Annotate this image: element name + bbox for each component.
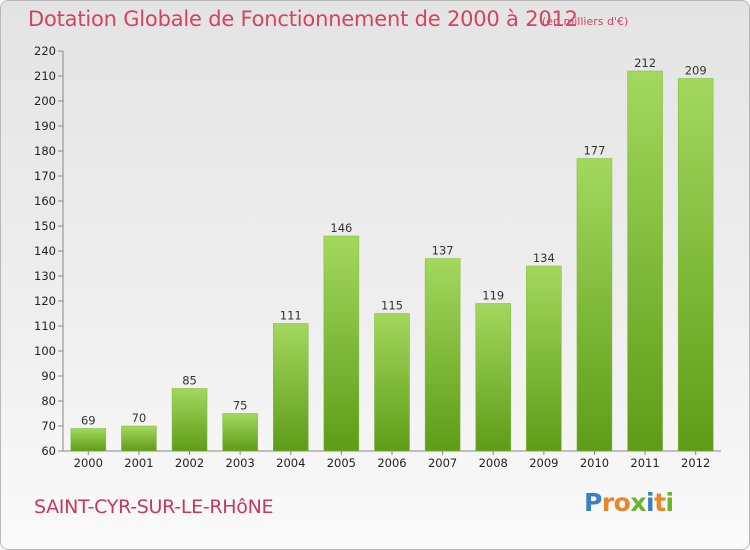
bar bbox=[121, 425, 157, 452]
logo-letter: t bbox=[654, 488, 666, 517]
bar-value-label: 115 bbox=[381, 299, 403, 313]
chart-subtitle: (en milliers d'€) bbox=[542, 15, 629, 28]
bar-value-label: 69 bbox=[81, 414, 96, 428]
x-tick-label: 2008 bbox=[479, 456, 508, 470]
bar bbox=[627, 70, 663, 452]
y-tick-label: 140 bbox=[34, 244, 56, 258]
y-tick-label: 80 bbox=[41, 394, 56, 408]
x-tick-label: 2012 bbox=[681, 456, 710, 470]
y-tick-label: 200 bbox=[34, 94, 56, 108]
bar-value-label: 177 bbox=[583, 144, 605, 158]
x-tick-label: 2009 bbox=[529, 456, 558, 470]
y-tick-label: 110 bbox=[34, 319, 56, 333]
x-tick-label: 2002 bbox=[175, 456, 204, 470]
y-tick-label: 90 bbox=[41, 369, 56, 383]
y-tick-label: 180 bbox=[34, 144, 56, 158]
logo-letter: i bbox=[646, 488, 655, 517]
y-tick-label: 130 bbox=[34, 269, 56, 283]
logo-letter: o bbox=[613, 488, 631, 517]
x-tick-label: 2005 bbox=[327, 456, 356, 470]
y-tick-label: 100 bbox=[34, 344, 56, 358]
y-tick-label: 210 bbox=[34, 69, 56, 83]
x-tick-label: 2000 bbox=[74, 456, 103, 470]
bar-value-label: 85 bbox=[182, 374, 197, 388]
bar-value-label: 137 bbox=[432, 244, 454, 258]
commune-name: SAINT-CYR-SUR-LE-RHôNE bbox=[34, 496, 274, 518]
bar bbox=[222, 413, 258, 452]
y-tick-label: 60 bbox=[41, 444, 56, 458]
bar bbox=[576, 158, 613, 452]
y-tick-label: 170 bbox=[34, 169, 56, 183]
y-tick-label: 160 bbox=[34, 194, 56, 208]
bar bbox=[677, 78, 714, 452]
bar bbox=[323, 235, 360, 452]
bar-value-label: 134 bbox=[533, 251, 555, 265]
logo-letter: i bbox=[665, 488, 675, 517]
logo-letter: P bbox=[584, 488, 602, 517]
bar-value-label: 209 bbox=[685, 64, 707, 78]
y-tick-label: 120 bbox=[34, 294, 56, 308]
x-tick-label: 2001 bbox=[124, 456, 153, 470]
x-tick-label: 2007 bbox=[428, 456, 457, 470]
x-tick-label: 2011 bbox=[630, 456, 659, 470]
y-tick-label: 220 bbox=[34, 44, 56, 58]
bar-value-label: 212 bbox=[634, 56, 656, 70]
bar-value-label: 75 bbox=[233, 399, 248, 413]
y-tick-label: 150 bbox=[34, 219, 56, 233]
logo-letter: r bbox=[601, 488, 614, 517]
bar bbox=[475, 303, 511, 452]
chart-title: Dotation Globale de Fonctionnement de 20… bbox=[28, 7, 578, 31]
bar-value-label: 70 bbox=[132, 411, 147, 425]
x-tick-label: 2006 bbox=[377, 456, 406, 470]
x-tick-label: 2010 bbox=[580, 456, 609, 470]
x-tick-label: 2003 bbox=[226, 456, 255, 470]
bar bbox=[526, 265, 562, 452]
proxiti-logo: Proxiti bbox=[584, 488, 674, 517]
bar-value-label: 111 bbox=[280, 309, 302, 323]
bar bbox=[70, 428, 107, 452]
y-tick-label: 70 bbox=[41, 419, 56, 433]
bar bbox=[374, 313, 410, 452]
bar-value-label: 146 bbox=[330, 221, 352, 235]
y-tick-label: 190 bbox=[34, 119, 56, 133]
bar bbox=[273, 323, 309, 452]
logo-letter: x bbox=[630, 488, 646, 517]
bar bbox=[424, 258, 461, 452]
bar-value-label: 119 bbox=[482, 289, 504, 303]
bar bbox=[171, 388, 208, 452]
x-tick-label: 2004 bbox=[276, 456, 305, 470]
